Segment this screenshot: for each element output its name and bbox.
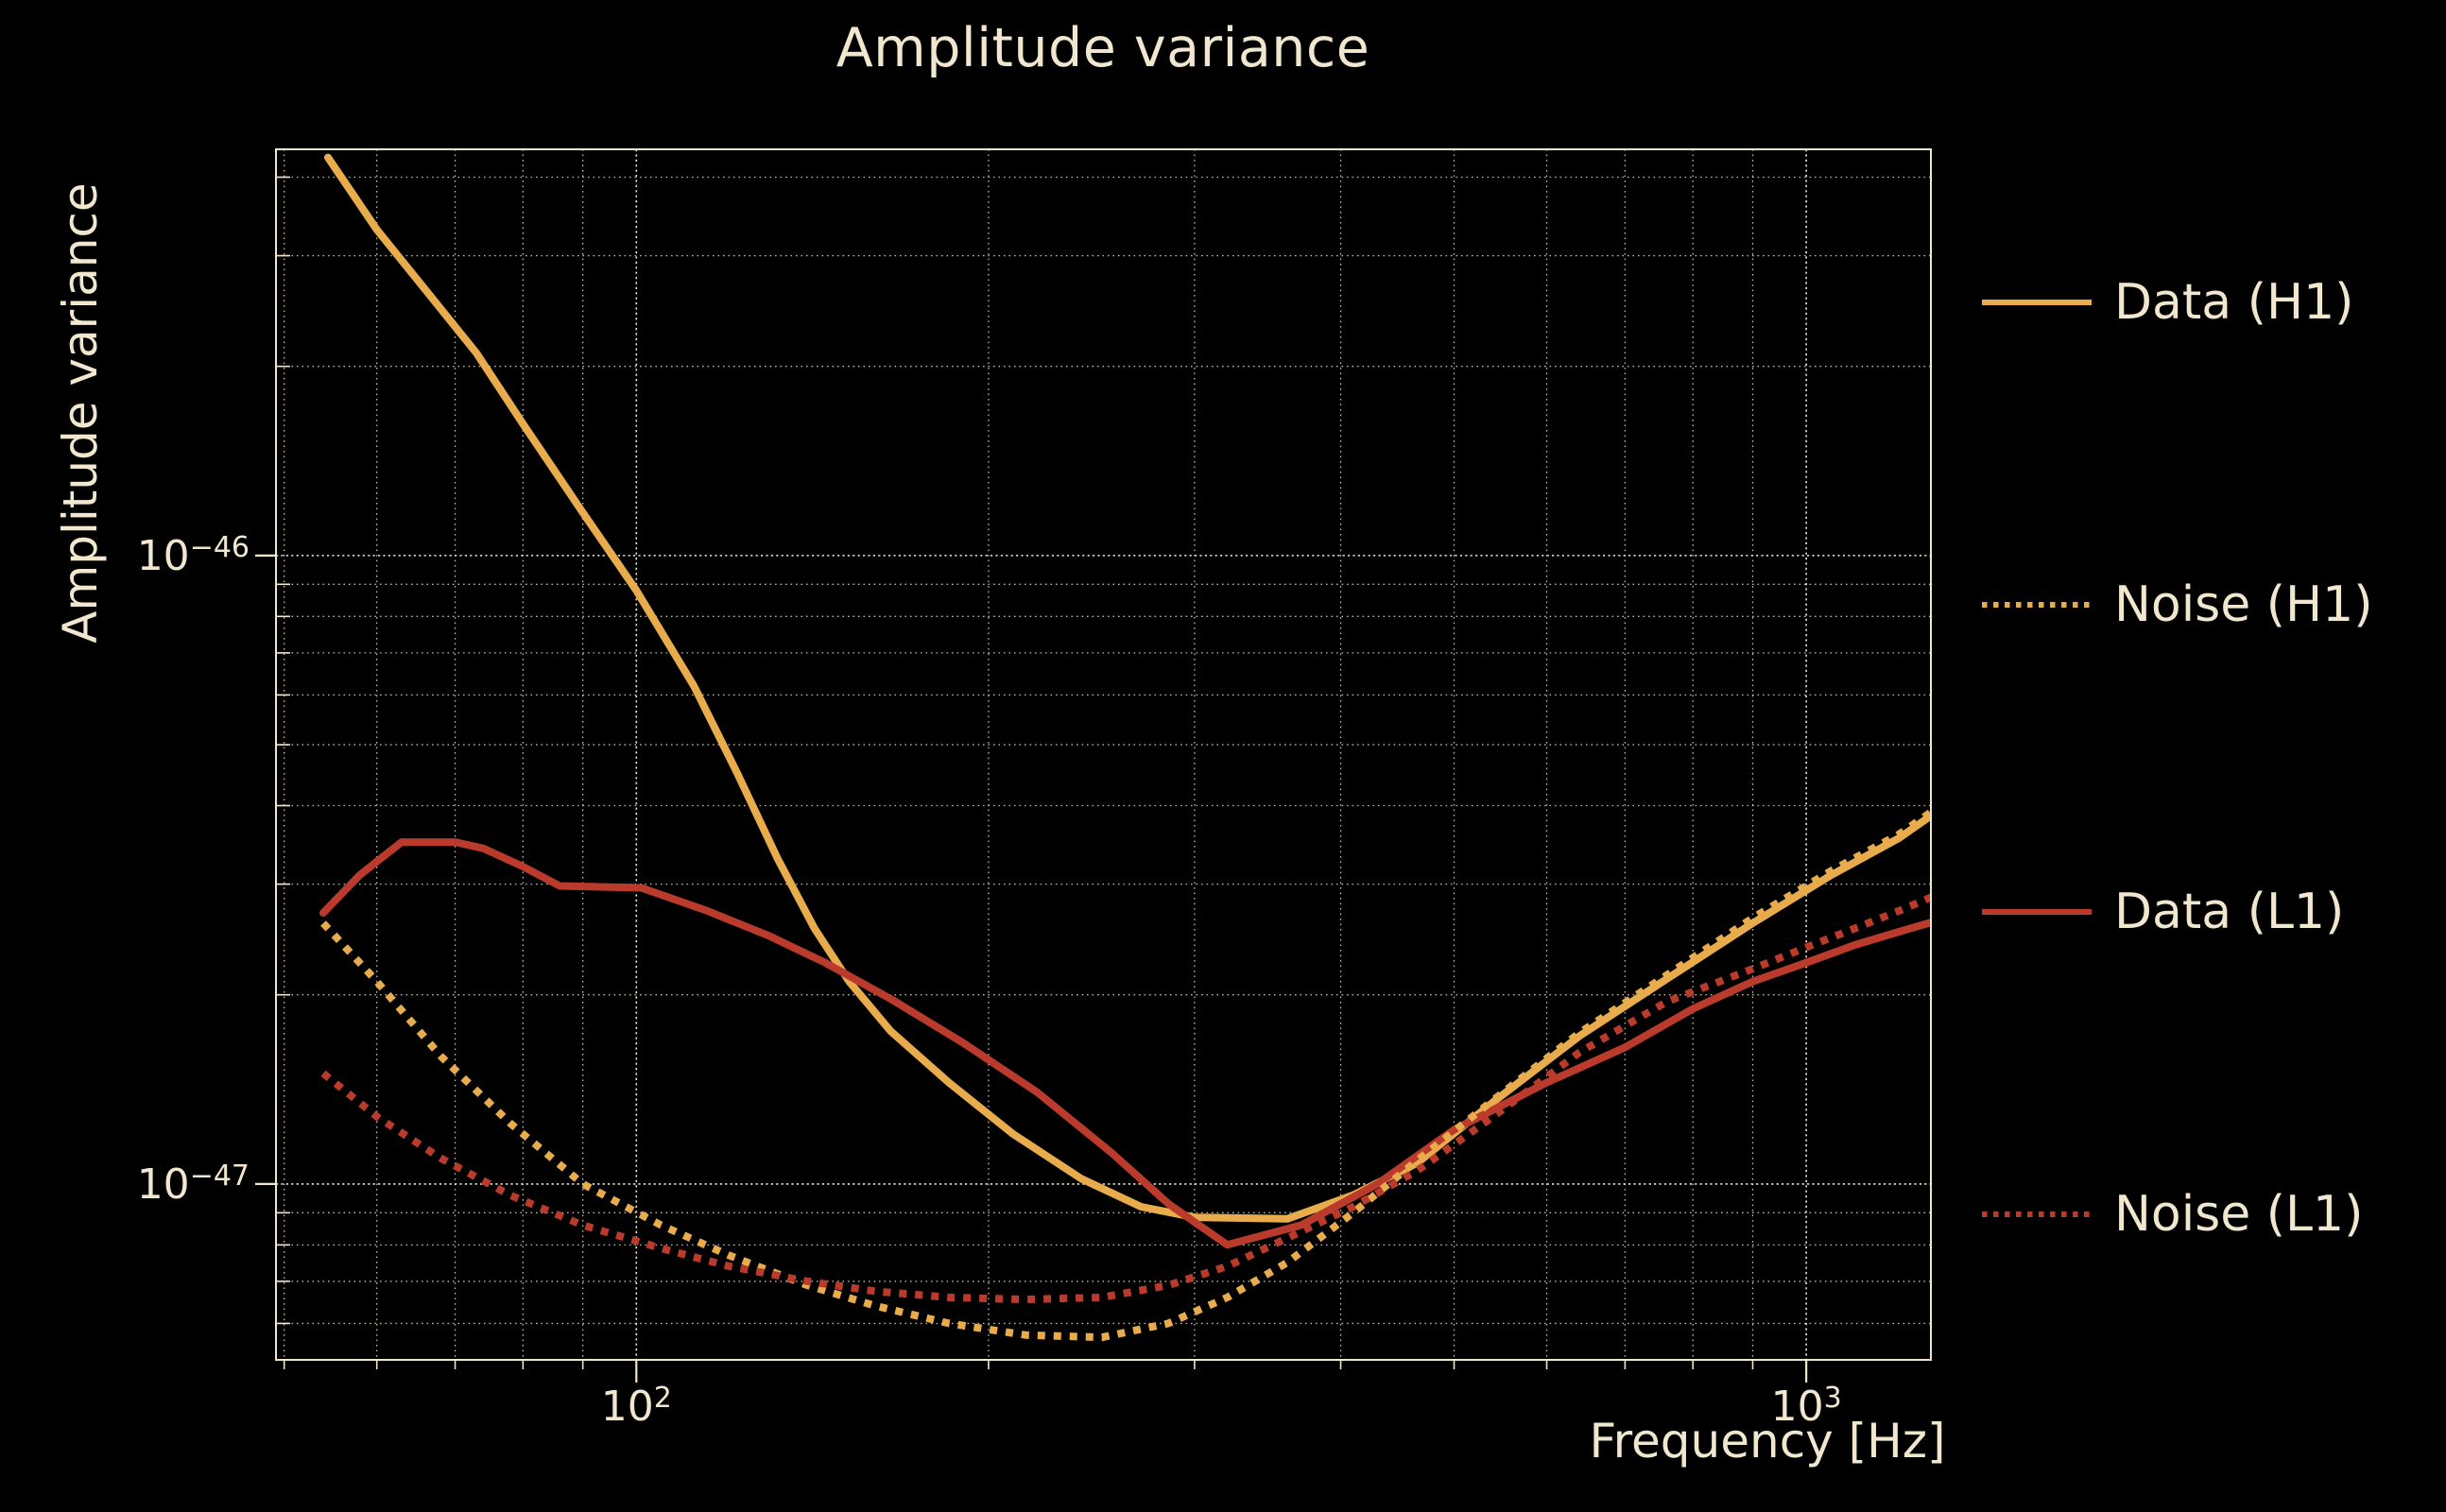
legend-label: Data (L1) xyxy=(2114,884,2345,940)
x-tick-exponent: 3 xyxy=(1823,1382,1842,1415)
x-axis-label: Frequency [Hz] xyxy=(1589,1414,1946,1469)
x-tick-label-100: 102 xyxy=(601,1382,672,1431)
y-tick-label-1e-47: 10−47 xyxy=(137,1160,250,1209)
legend-item-data-h1: Data (H1) xyxy=(1980,269,2353,335)
legend-line-noise-l1 xyxy=(1982,1211,2092,1217)
legend-label: Noise (H1) xyxy=(2114,576,2373,633)
chart-title: Amplitude variance xyxy=(835,17,1370,79)
legend-line-data-h1 xyxy=(1982,300,2092,305)
x-tick-label-1000: 103 xyxy=(1771,1382,1842,1431)
legend-item-data-l1: Data (L1) xyxy=(1980,879,2344,945)
legend-label: Noise (L1) xyxy=(2114,1186,2364,1243)
y-axis-label: Amplitude variance xyxy=(53,182,108,644)
legend-line-noise-h1 xyxy=(1982,602,2092,608)
legend-item-noise-l1: Noise (L1) xyxy=(1980,1181,2363,1247)
y-tick-base: 10 xyxy=(136,531,190,580)
y-tick-base: 10 xyxy=(136,1160,190,1209)
x-tick-base: 10 xyxy=(1770,1383,1824,1431)
x-tick-exponent: 2 xyxy=(653,1382,672,1415)
y-tick-label-1e-46: 10−46 xyxy=(137,531,250,580)
y-tick-exponent: −47 xyxy=(189,1159,250,1193)
x-tick-base: 10 xyxy=(600,1383,654,1431)
legend-label: Data (H1) xyxy=(2114,274,2354,331)
legend-line-data-l1 xyxy=(1982,909,2092,915)
legend-item-noise-h1: Noise (H1) xyxy=(1980,572,2373,638)
y-tick-exponent: −46 xyxy=(189,530,250,564)
